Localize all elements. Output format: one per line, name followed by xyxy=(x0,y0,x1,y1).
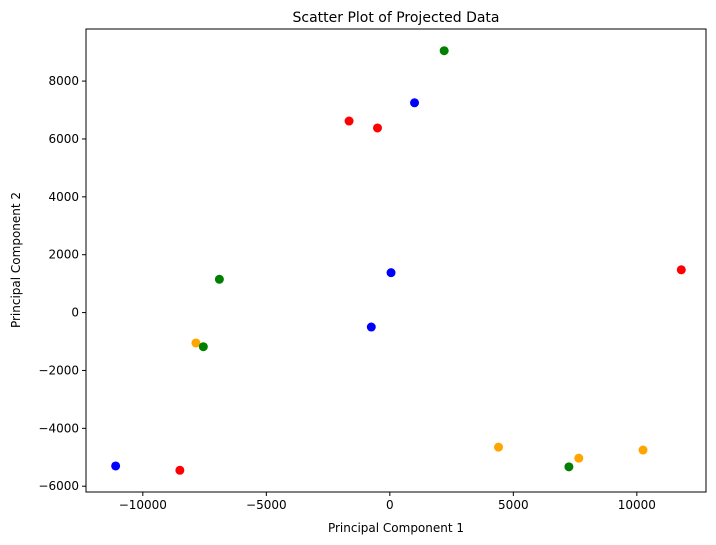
data-point xyxy=(111,461,121,471)
data-point xyxy=(175,465,185,475)
y-axis-label: Principal Component 2 xyxy=(9,192,23,328)
y-tick-label: 8000 xyxy=(48,74,79,88)
data-point xyxy=(191,338,201,348)
x-tick-label: −10000 xyxy=(119,498,167,512)
data-point xyxy=(214,274,224,284)
y-tick-label: 2000 xyxy=(48,248,79,262)
y-axis-ticks: −6000 −4000 −2000 0 2000 4000 6000 8000 xyxy=(38,74,86,493)
y-tick-label: −2000 xyxy=(38,363,79,377)
plot-frame xyxy=(85,28,707,493)
data-point xyxy=(372,123,382,133)
data-point xyxy=(366,322,376,332)
chart-title: Scatter Plot of Projected Data xyxy=(292,10,499,26)
data-point xyxy=(386,268,396,278)
data-point xyxy=(410,98,420,108)
marks-layer xyxy=(111,46,686,475)
y-tick-label: 6000 xyxy=(48,132,79,146)
data-point xyxy=(638,445,648,455)
data-point xyxy=(344,116,354,126)
x-tick-label: 0 xyxy=(386,498,394,512)
x-tick-label: 5000 xyxy=(498,498,529,512)
data-point xyxy=(676,265,686,275)
x-axis-label: Principal Component 1 xyxy=(328,521,464,535)
data-point xyxy=(494,442,504,452)
data-point xyxy=(574,453,584,463)
y-tick-label: 0 xyxy=(71,306,79,320)
data-point xyxy=(564,462,574,472)
data-point xyxy=(198,342,208,352)
y-tick-label: −6000 xyxy=(38,479,79,493)
x-axis-ticks: −10000 −5000 0 5000 10000 xyxy=(119,492,656,512)
y-tick-label: 4000 xyxy=(48,190,79,204)
data-point xyxy=(439,46,449,56)
y-tick-label: −4000 xyxy=(38,421,79,435)
x-tick-label: 10000 xyxy=(618,498,656,512)
x-tick-label: −5000 xyxy=(246,498,287,512)
